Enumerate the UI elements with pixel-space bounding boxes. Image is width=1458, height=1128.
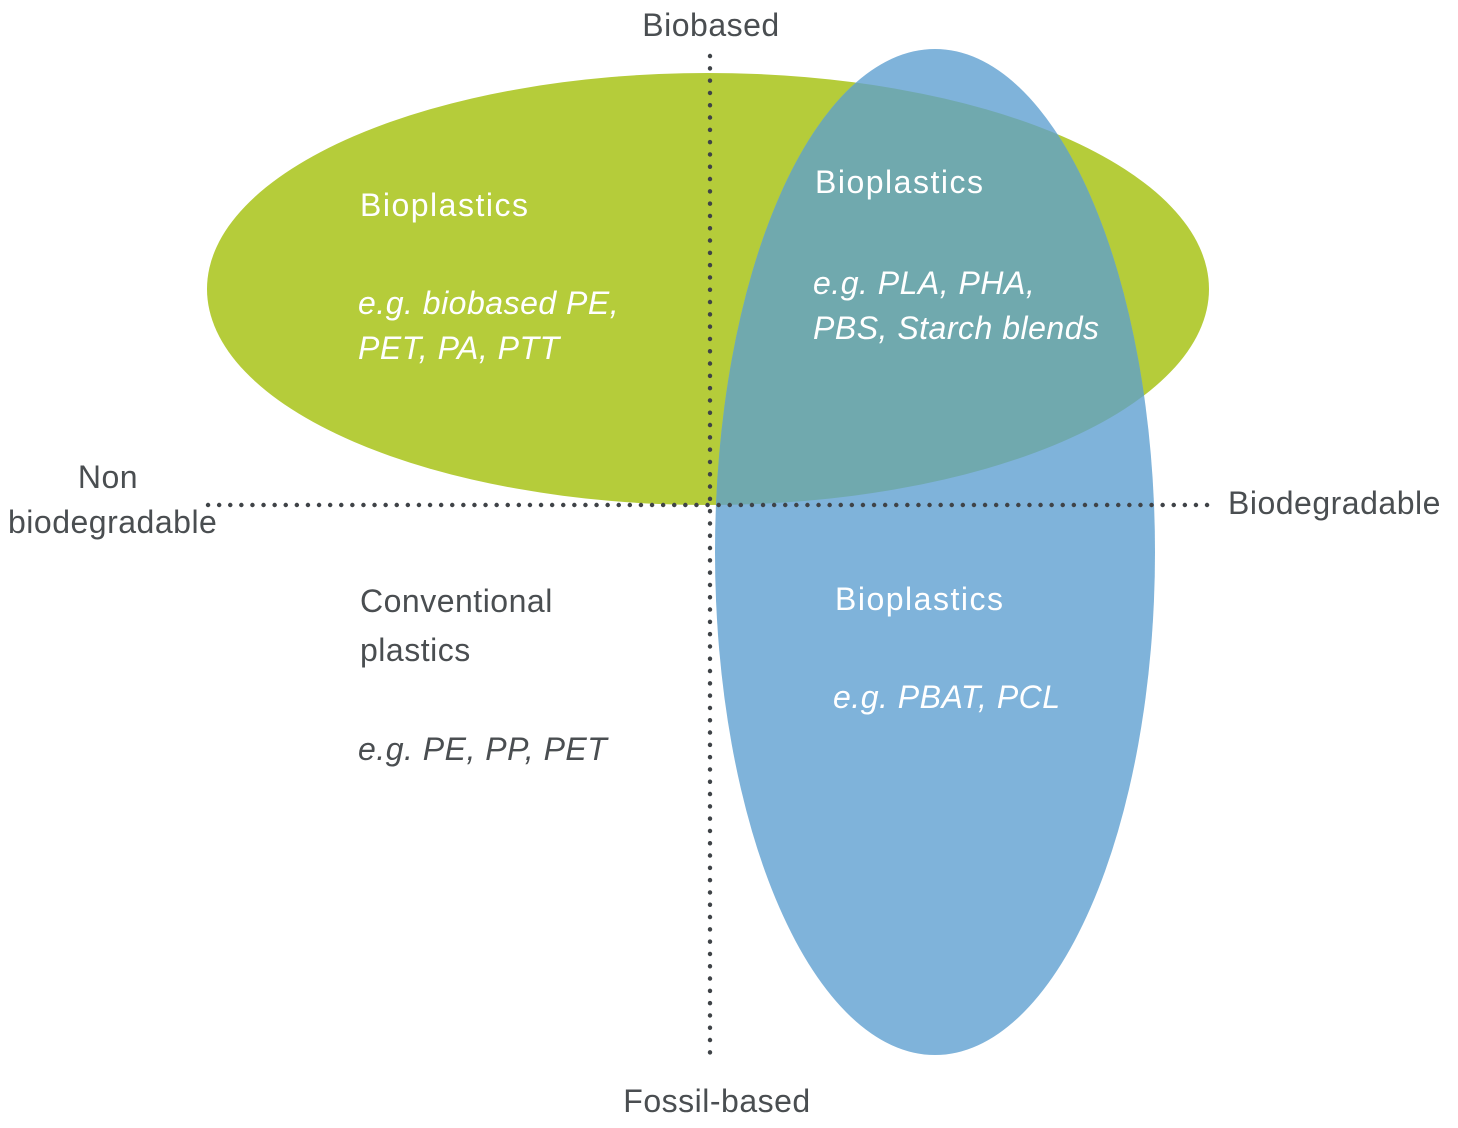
axis-label-biodegradable: Biodegradable [1228,485,1441,521]
examples-line: PBS, Starch blends [813,310,1100,346]
region-conventional-plastics-title: Conventional plastics [360,577,553,675]
title-line: plastics [360,632,471,668]
axis-label-fossil-based: Fossil-based [623,1083,811,1119]
region-biobased-biodegradable-title: Bioplastics [815,164,985,200]
region-conventional-plastics-examples: e.g. PE, PP, PET [358,731,608,767]
region-biobased-biodegradable-examples: e.g. PLA, PHA, PBS, Starch blends [813,261,1099,351]
overlap-intersection [715,73,1155,505]
axis-label-non-line1: Non [77,459,139,495]
examples-line: PET, PA, PTT [358,330,560,366]
axis-label-biobased: Biobased [642,7,780,43]
title-line: Conventional [360,583,553,619]
region-fossil-biodegradable-title: Bioplastics [835,581,1005,617]
examples-line: e.g. PLA, PHA, [813,265,1036,301]
examples-line: e.g. biobased PE, [358,285,620,321]
axis-label-non-biodegradable: Non biodegradable [8,455,218,545]
region-biobased-nonbiodegradable-examples: e.g. biobased PE, PET, PA, PTT [358,281,619,371]
region-fossil-biodegradable-examples: e.g. PBAT, PCL [833,679,1061,715]
axis-label-non-line2: biodegradable [8,504,218,540]
region-biobased-nonbiodegradable-title: Bioplastics [360,187,530,223]
